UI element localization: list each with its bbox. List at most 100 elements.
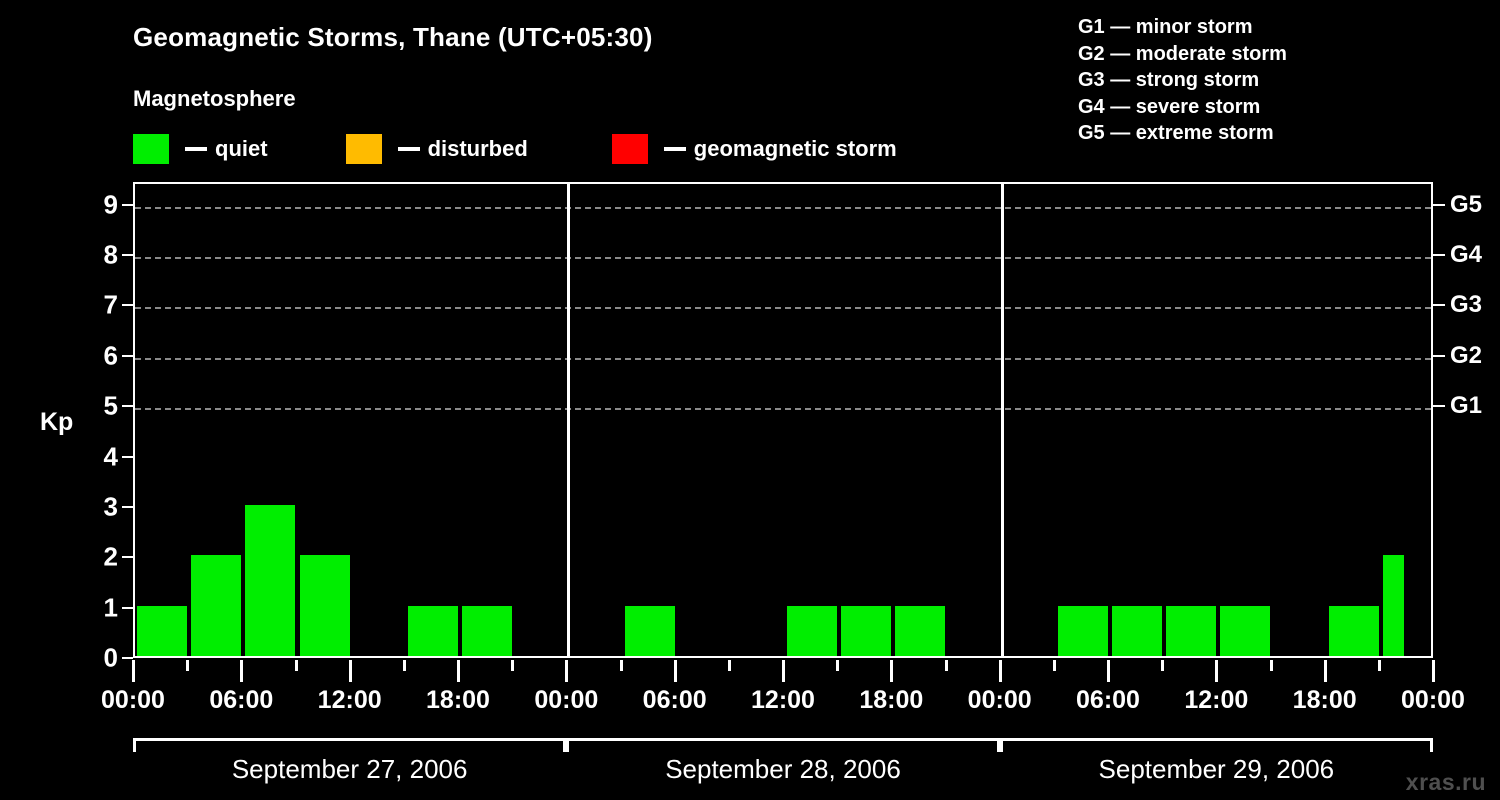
magnetosphere-section-label: Magnetosphere xyxy=(133,86,296,111)
gridline-kp-8 xyxy=(135,257,1431,260)
legend-item-geomagnetic-storm: geomagnetic storm xyxy=(611,134,897,164)
y-tick-9 xyxy=(122,203,133,206)
y-tick-label-8: 8 xyxy=(103,239,118,270)
x-tick-14 xyxy=(890,660,894,682)
bar-day2-slot5 xyxy=(787,605,838,656)
g-tick-label-G5: G5 xyxy=(1450,190,1483,218)
watermark: xras.ru xyxy=(1405,769,1486,795)
x-axis-ticks xyxy=(0,660,1500,682)
g-tick-G1 xyxy=(1433,405,1445,408)
x-tick-label-12: 00:00 xyxy=(1401,686,1465,714)
day-separator-2 xyxy=(1000,184,1004,656)
bar-day1-slot6 xyxy=(407,605,458,656)
legend-dash-icon xyxy=(185,147,207,151)
gridline-kp-7 xyxy=(135,307,1431,310)
x-tick-21 xyxy=(1269,660,1273,671)
x-tick-22 xyxy=(1323,660,1327,682)
x-tick-label-5: 06:00 xyxy=(642,686,707,714)
page-title: Geomagnetic Storms, Thane (UTC+05:30) xyxy=(133,22,653,52)
x-tick-label-3: 18:00 xyxy=(426,686,490,714)
x-tick-1 xyxy=(186,660,190,671)
y-tick-label-3: 3 xyxy=(103,491,118,522)
y-tick-5 xyxy=(122,405,133,408)
y-tick-label-9: 9 xyxy=(103,189,118,220)
y-tick-label-5: 5 xyxy=(103,390,118,421)
gridline-kp-5 xyxy=(135,408,1431,411)
x-tick-12 xyxy=(782,660,785,682)
g-tick-G3 xyxy=(1433,304,1445,307)
quiet-swatch xyxy=(133,134,169,164)
y-tick-label-1: 1 xyxy=(103,592,118,623)
x-tick-0 xyxy=(132,660,135,682)
y-tick-2 xyxy=(122,556,133,559)
g-axis-ticks xyxy=(1433,0,1445,800)
bar-day1-slot4 xyxy=(299,555,350,656)
g-tick-label-G4: G4 xyxy=(1450,241,1483,269)
g-tick-G2 xyxy=(1433,354,1445,357)
bar-day3-slot2 xyxy=(1057,605,1108,656)
legend-label: disturbed xyxy=(427,136,528,161)
day-bracket-3 xyxy=(999,738,1433,752)
x-tick-label-0: 00:00 xyxy=(101,686,165,714)
x-tick-label-8: 00:00 xyxy=(967,686,1032,714)
x-tick-label-6: 12:00 xyxy=(751,686,815,714)
g-tick-label-G1: G1 xyxy=(1450,392,1483,420)
x-tick-15 xyxy=(944,660,948,671)
bar-day3-slot7 xyxy=(1328,605,1379,656)
legend-item-quiet: quiet xyxy=(133,134,268,164)
y-axis-tick-labels: 0 1 2 3 4 5 6 7 8 9 xyxy=(78,0,118,800)
legend-dash-icon xyxy=(397,147,420,151)
disturbed-swatch xyxy=(345,134,382,164)
y-tick-1 xyxy=(122,606,133,609)
y-tick-label-0: 0 xyxy=(103,642,118,673)
day-label-3: September 29, 2006 xyxy=(1098,754,1335,784)
g-scale-legend-line-1: G1 — minor storm xyxy=(1078,16,1253,38)
bar-day1-slot1 xyxy=(137,605,188,656)
x-tick-9 xyxy=(619,660,623,671)
x-tick-3 xyxy=(294,660,298,671)
geomagnetic-storm-swatch xyxy=(611,134,648,164)
day-label-2: September 28, 2006 xyxy=(665,754,901,784)
g-axis-tick-labels: G1 G2 G3 G4 G5 xyxy=(1450,0,1500,800)
x-tick-7 xyxy=(511,660,515,671)
x-tick-24 xyxy=(1432,660,1435,682)
y-tick-label-6: 6 xyxy=(103,340,118,371)
x-tick-10 xyxy=(673,660,677,682)
x-tick-label-7: 18:00 xyxy=(859,686,924,714)
y-axis-title: Kp xyxy=(40,408,74,436)
day-label-1: September 27, 2006 xyxy=(231,754,468,784)
x-tick-label-2: 12:00 xyxy=(317,686,382,714)
bar-day3-slot3 xyxy=(1112,605,1163,656)
kp-activity-legend: quiet disturbed geomagnetic storm xyxy=(133,133,897,165)
y-tick-6 xyxy=(122,354,133,357)
x-tick-11 xyxy=(727,660,731,671)
gridline-kp-6 xyxy=(135,357,1431,360)
y-tick-4 xyxy=(122,455,133,458)
legend-label: quiet xyxy=(215,136,268,161)
x-tick-label-4: 00:00 xyxy=(534,686,599,714)
x-tick-6 xyxy=(457,660,460,682)
g-scale-legend-line-2: G2 — moderate storm xyxy=(1078,42,1287,65)
g-scale-legend: G1 — minor storm G2 — moderate storm G3 — … xyxy=(1078,14,1287,147)
plot-frame xyxy=(133,182,1433,658)
bar-day2-slot6 xyxy=(841,605,892,656)
g-tick-label-G2: G2 xyxy=(1450,341,1483,369)
g-tick-label-G3: G3 xyxy=(1450,291,1483,319)
g-tick-G5 xyxy=(1433,203,1445,206)
x-tick-23 xyxy=(1377,660,1381,671)
y-tick-label-7: 7 xyxy=(103,289,118,320)
y-tick-label-2: 2 xyxy=(103,541,118,572)
g-tick-G4 xyxy=(1433,254,1445,257)
day-bracket-2 xyxy=(566,738,1000,752)
plot-area xyxy=(135,184,1431,656)
x-tick-label-11: 18:00 xyxy=(1292,686,1357,714)
bar-day1-slot2 xyxy=(191,555,242,656)
day-separator-1 xyxy=(567,184,571,656)
x-tick-2 xyxy=(240,660,244,682)
x-tick-20 xyxy=(1215,660,1219,682)
g-scale-legend-line-3: G3 — strong storm xyxy=(1078,69,1260,91)
bar-day3-slot5 xyxy=(1220,605,1271,656)
g-scale-legend-line-4: G4 — severe storm xyxy=(1078,95,1261,118)
x-tick-17 xyxy=(1052,660,1056,671)
